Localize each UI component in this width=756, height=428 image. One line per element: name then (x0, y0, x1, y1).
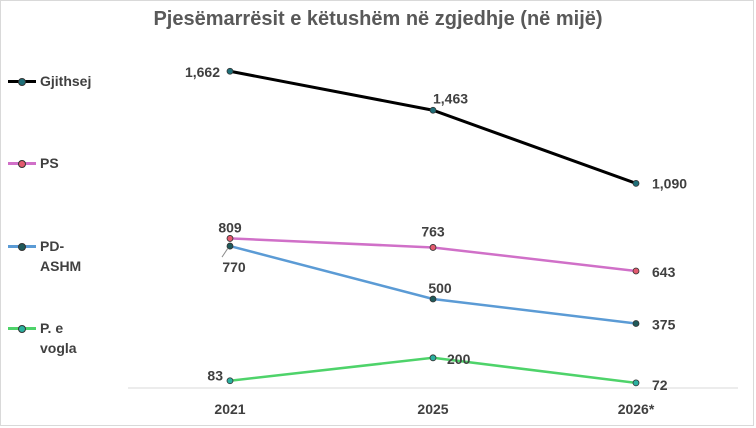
data-label-ps: 643 (652, 264, 676, 280)
x-tick-label: 2025 (417, 401, 448, 417)
data-label-ps: 809 (218, 219, 242, 235)
leader-line (221, 247, 229, 258)
data-point-ps (429, 244, 437, 251)
data-label-p-e-vogla: 83 (207, 368, 223, 384)
x-tick-label: 2026* (618, 401, 655, 417)
legend-item-pd-ashm: PD- ASHM (8, 236, 110, 276)
data-point-pd-ashm (226, 242, 234, 250)
legend-label-p-e-vogla: P. e vogla (40, 320, 77, 356)
data-label-gjithsej: 1,662 (185, 64, 220, 80)
data-label-p-e-vogla: 200 (447, 351, 471, 367)
data-point-pd-ashm (632, 320, 640, 327)
legend-item-ps: PS (8, 153, 110, 173)
data-label-pd-ashm: 375 (652, 317, 676, 333)
legend-swatch-gjithsej (8, 71, 36, 91)
data-point-gjithsej (632, 179, 640, 187)
data-point-gjithsej (226, 67, 234, 75)
chart-title: Pjesëmarrësit e këtushëm në zgjedhje (në… (153, 8, 603, 30)
series-line-p-e-vogla (229, 356, 637, 385)
data-label-p-e-vogla: 72 (652, 377, 668, 393)
x-tick-label: 2021 (214, 401, 245, 417)
data-point-p-e-vogla (226, 377, 234, 385)
legend-item-p-e-vogla: P. e vogla (8, 318, 110, 358)
data-label-pd-ashm: 500 (428, 280, 452, 296)
legend-swatch-p-e-vogla (8, 318, 36, 338)
data-point-ps (632, 267, 640, 275)
data-label-ps: 763 (421, 223, 445, 239)
legend-swatch-pd-ashm (8, 236, 36, 256)
data-point-pd-ashm (429, 295, 437, 303)
data-point-p-e-vogla (632, 379, 640, 387)
legend-label-ps: PS (40, 155, 59, 171)
legend-label-pd-ashm: PD- ASHM (40, 238, 82, 274)
data-label-pd-ashm: 770 (222, 259, 246, 275)
data-label-gjithsej: 1,090 (652, 175, 687, 191)
legend-label-gjithsej: Gjithsej (40, 73, 92, 89)
legend-item-gjithsej: Gjithsej (8, 71, 110, 91)
data-label-gjithsej: 1,463 (433, 90, 468, 106)
data-point-gjithsej (429, 106, 437, 114)
series-line-gjithsej (229, 69, 637, 185)
data-point-ps (226, 235, 234, 242)
legend-swatch-ps (8, 153, 36, 173)
series-line-ps (229, 237, 637, 273)
data-point-p-e-vogla (429, 354, 437, 362)
